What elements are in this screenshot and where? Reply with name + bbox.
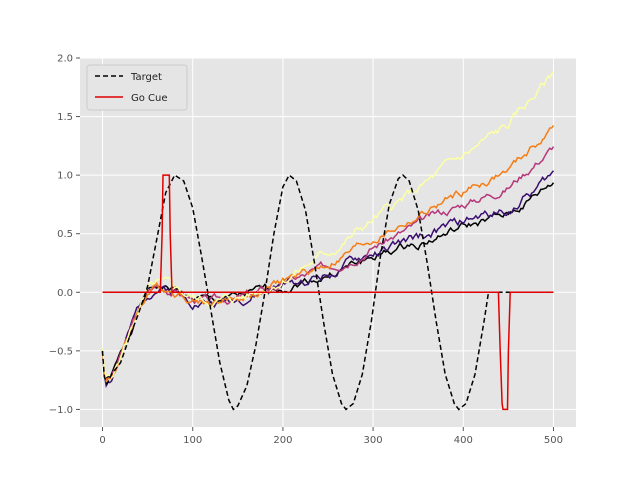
trial-output-line: [101, 182, 555, 381]
y-tick-label: 0.0: [57, 288, 73, 299]
plot-area: [80, 58, 576, 427]
y-axis: −1.0 −0.5 0.0 0.5 1.0 1.5 2.0: [49, 54, 80, 416]
x-tick-label: 400: [454, 435, 473, 446]
x-tick-label: 100: [183, 435, 202, 446]
x-tick-label: 200: [273, 435, 292, 446]
legend-gocue-label: Go Cue: [131, 93, 168, 104]
y-tick-label: −0.5: [49, 346, 73, 357]
y-tick-label: −1.0: [49, 405, 73, 416]
go-cue-line: [102, 174, 554, 411]
x-axis: 0 100 200 300 400 500: [99, 427, 563, 446]
grid: [80, 57, 576, 427]
series-group: [101, 71, 555, 411]
y-tick-label: 2.0: [57, 54, 73, 65]
legend: Target Go Cue: [86, 64, 188, 111]
trial-output-line: [101, 125, 555, 383]
target-line: [101, 173, 554, 411]
y-tick-label: 1.5: [57, 112, 73, 123]
trial-output-line: [101, 71, 555, 379]
x-tick-label: 0: [99, 435, 105, 446]
y-tick-label: 0.5: [57, 229, 73, 240]
y-tick-label: 1.0: [57, 171, 73, 182]
x-tick-label: 500: [544, 435, 563, 446]
x-tick-label: 300: [364, 435, 383, 446]
legend-target-label: Target: [130, 72, 162, 83]
